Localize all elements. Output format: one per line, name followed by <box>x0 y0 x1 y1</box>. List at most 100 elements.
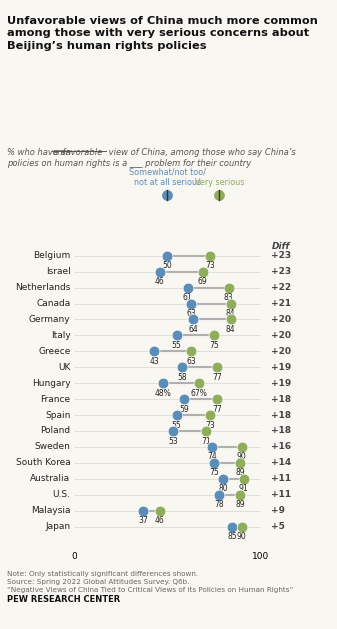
Point <box>220 474 226 484</box>
Point <box>189 299 194 309</box>
Text: 63: 63 <box>187 309 196 318</box>
Text: +11: +11 <box>272 474 292 483</box>
Text: +19: +19 <box>272 379 292 387</box>
Text: South Korea: South Korea <box>16 459 70 467</box>
Point <box>189 347 194 357</box>
Text: Note: Only statistically significant differences shown.: Note: Only statistically significant dif… <box>7 571 198 577</box>
Text: Belgium: Belgium <box>33 251 70 260</box>
Text: +20: +20 <box>272 347 292 356</box>
Text: Very serious: Very serious <box>195 178 244 187</box>
Text: +19: +19 <box>272 363 292 372</box>
Text: +16: +16 <box>272 442 292 452</box>
Text: +18: +18 <box>272 411 292 420</box>
Point <box>207 410 213 420</box>
Text: +14: +14 <box>272 459 292 467</box>
Text: 37: 37 <box>138 516 148 525</box>
Text: 48%: 48% <box>155 389 172 398</box>
Point <box>170 426 176 436</box>
Point <box>161 378 166 388</box>
Text: France: France <box>40 394 70 404</box>
Point <box>200 267 205 277</box>
Text: +21: +21 <box>272 299 292 308</box>
Point <box>228 314 233 325</box>
Text: Germany: Germany <box>29 315 70 324</box>
Text: Italy: Italy <box>51 331 70 340</box>
Text: Australia: Australia <box>30 474 70 483</box>
Text: Diff: Diff <box>272 242 290 251</box>
Point <box>152 347 157 357</box>
Text: 75: 75 <box>209 469 219 477</box>
Point <box>181 394 187 404</box>
Text: view of China, among those who say China’s: view of China, among those who say China… <box>106 148 296 157</box>
Point <box>209 442 215 452</box>
Text: 74: 74 <box>207 452 217 462</box>
Point <box>239 521 244 532</box>
Text: +22: +22 <box>272 283 292 292</box>
Text: 67%: 67% <box>190 389 207 398</box>
Point <box>211 458 216 468</box>
Text: 91: 91 <box>239 484 248 493</box>
Point <box>211 330 216 340</box>
Point <box>191 314 196 325</box>
Text: Hungary: Hungary <box>32 379 70 387</box>
Text: 59: 59 <box>179 404 189 414</box>
Text: 75: 75 <box>209 341 219 350</box>
Text: +23: +23 <box>272 267 292 276</box>
Text: unfavorable: unfavorable <box>52 148 102 157</box>
Text: PEW RESEARCH CENTER: PEW RESEARCH CENTER <box>7 595 120 604</box>
Text: 90: 90 <box>237 532 247 541</box>
Text: 55: 55 <box>172 421 181 430</box>
Text: 78: 78 <box>215 500 224 509</box>
Text: 50: 50 <box>162 261 172 270</box>
Point <box>207 251 213 261</box>
Text: +11: +11 <box>272 490 292 499</box>
Text: 89: 89 <box>235 500 245 509</box>
Text: 53: 53 <box>168 437 178 445</box>
Text: 58: 58 <box>177 373 187 382</box>
Text: 89: 89 <box>235 469 245 477</box>
Point <box>217 190 222 200</box>
Point <box>164 190 170 200</box>
Text: 63: 63 <box>187 357 196 366</box>
Point <box>241 474 246 484</box>
Text: Spain: Spain <box>45 411 70 420</box>
Point <box>217 489 222 499</box>
Text: Poland: Poland <box>40 426 70 435</box>
Text: +18: +18 <box>272 394 292 404</box>
Point <box>226 282 231 292</box>
Point <box>157 506 162 516</box>
Text: Greece: Greece <box>38 347 70 356</box>
Point <box>174 330 179 340</box>
Text: +20: +20 <box>272 331 292 340</box>
Point <box>164 251 170 261</box>
Text: Malaysia: Malaysia <box>31 506 70 515</box>
Text: 84: 84 <box>226 325 235 334</box>
Text: Canada: Canada <box>36 299 70 308</box>
Text: UK: UK <box>58 363 70 372</box>
Text: 90: 90 <box>237 452 247 462</box>
Point <box>215 362 220 372</box>
Text: 43: 43 <box>149 357 159 366</box>
Point <box>237 489 243 499</box>
Text: Somewhat/not too/
not at all serious: Somewhat/not too/ not at all serious <box>129 167 206 187</box>
Point <box>174 410 179 420</box>
Point <box>230 521 235 532</box>
Text: +9: +9 <box>272 506 285 515</box>
Text: +23: +23 <box>272 251 292 260</box>
Text: 71: 71 <box>202 437 211 445</box>
Point <box>215 394 220 404</box>
Text: Japan: Japan <box>45 522 70 531</box>
Point <box>204 426 209 436</box>
Text: 46: 46 <box>155 277 165 286</box>
Point <box>179 362 185 372</box>
Text: +18: +18 <box>272 426 292 435</box>
Text: Source: Spring 2022 Global Attitudes Survey. Q6b.: Source: Spring 2022 Global Attitudes Sur… <box>7 579 189 585</box>
Text: 80: 80 <box>218 484 228 493</box>
Text: 84: 84 <box>226 309 235 318</box>
Text: 85: 85 <box>227 532 237 541</box>
Point <box>157 267 162 277</box>
Text: 64: 64 <box>188 325 198 334</box>
Text: “Negative Views of China Tied to Critical Views of its Policies on Human Rights”: “Negative Views of China Tied to Critica… <box>7 587 293 593</box>
Text: 73: 73 <box>205 261 215 270</box>
Text: Netherlands: Netherlands <box>15 283 70 292</box>
